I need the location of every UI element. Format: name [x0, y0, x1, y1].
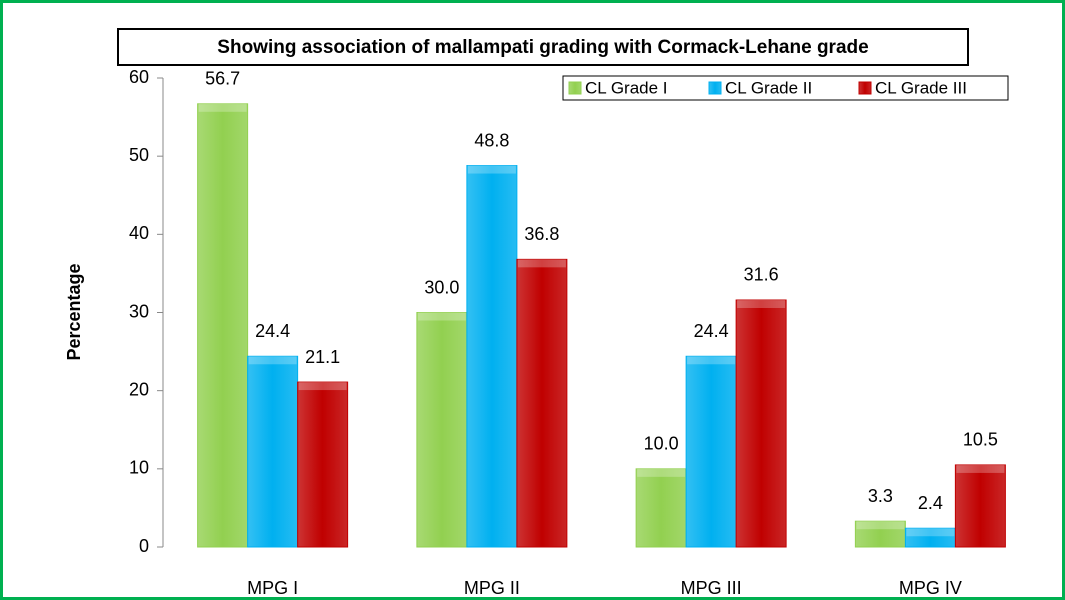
data-label: 24.4	[255, 321, 290, 341]
y-tick-label: 10	[129, 458, 149, 478]
bar	[247, 355, 299, 548]
bar-cap	[687, 356, 736, 365]
bar-cap	[737, 299, 786, 308]
bar	[466, 165, 518, 548]
y-axis-label: Percentage	[64, 263, 84, 360]
legend-box	[562, 75, 1009, 101]
bar	[685, 355, 737, 548]
y-tick-label: 50	[129, 145, 149, 165]
data-label: 48.8	[474, 130, 509, 150]
legend-label: CL Grade II	[725, 78, 812, 97]
bar-cap	[417, 312, 466, 321]
data-label: 56.7	[205, 69, 240, 89]
data-label: 36.8	[524, 224, 559, 244]
y-tick-label: 60	[129, 67, 149, 87]
data-label: 10.5	[963, 430, 998, 450]
data-label: 31.6	[744, 265, 779, 285]
legend-swatch	[708, 81, 722, 95]
y-tick-label: 30	[129, 301, 149, 321]
bar	[197, 103, 249, 548]
y-tick-label: 20	[129, 379, 149, 399]
y-tick-label: 0	[139, 536, 149, 556]
x-tick-label: MPG III	[681, 578, 742, 598]
legend-label: CL Grade I	[585, 78, 668, 97]
bar-cap	[956, 464, 1005, 473]
bar-cap	[906, 528, 955, 537]
bar-cap	[467, 165, 516, 174]
data-label: 10.0	[644, 434, 679, 454]
data-label: 3.3	[868, 486, 893, 506]
bar	[635, 468, 687, 548]
bar-cap	[517, 259, 566, 268]
legend-swatch	[858, 81, 872, 95]
data-label: 30.0	[424, 277, 459, 297]
x-tick-label: MPG IV	[899, 578, 962, 598]
bar	[297, 381, 349, 548]
bar	[516, 258, 568, 548]
bar-cap	[637, 468, 686, 477]
data-label: 21.1	[305, 347, 340, 367]
title-box	[117, 28, 969, 66]
x-tick-label: MPG II	[464, 578, 520, 598]
bar-cap	[248, 356, 297, 365]
chart-title: Showing association of mallampati gradin…	[217, 37, 868, 58]
data-label: 24.4	[694, 321, 729, 341]
bar	[954, 464, 1006, 548]
legend-swatch	[568, 81, 582, 95]
bar	[735, 299, 787, 548]
data-label: 2.4	[918, 493, 943, 513]
bar-cap	[198, 103, 247, 112]
x-tick-label: MPG I	[247, 578, 298, 598]
bar-cap	[856, 521, 905, 530]
bar	[416, 312, 468, 548]
bar-cap	[298, 382, 347, 391]
legend-label: CL Grade III	[875, 78, 967, 97]
y-tick-label: 40	[129, 223, 149, 243]
